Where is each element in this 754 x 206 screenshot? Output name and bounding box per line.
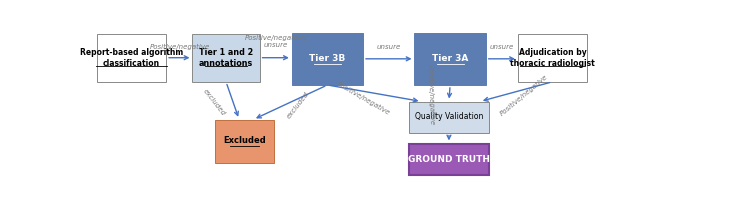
Text: Positive/negative: Positive/negative — [149, 43, 210, 50]
Text: Positive/negative/
unsure: Positive/negative/ unsure — [244, 35, 308, 48]
FancyBboxPatch shape — [292, 33, 363, 85]
Text: excluded: excluded — [286, 90, 310, 119]
Text: Positive/negative: Positive/negative — [336, 81, 391, 116]
Text: Quality Validation: Quality Validation — [415, 112, 483, 121]
FancyBboxPatch shape — [192, 34, 259, 82]
Text: Positive/negative: Positive/negative — [499, 74, 550, 117]
FancyBboxPatch shape — [409, 102, 489, 133]
Text: Positive/negative: Positive/negative — [427, 65, 435, 125]
Text: Tier 3B: Tier 3B — [309, 54, 345, 63]
FancyBboxPatch shape — [409, 144, 489, 176]
Text: Tier 3A: Tier 3A — [432, 54, 468, 63]
Text: Excluded: Excluded — [223, 136, 266, 145]
Text: unsure: unsure — [489, 44, 513, 50]
Text: excluded: excluded — [202, 88, 226, 117]
Text: Tier 1 and 2
annotations: Tier 1 and 2 annotations — [199, 48, 253, 68]
Text: unsure: unsure — [377, 44, 401, 50]
Text: Adjudication by
thoracic radiologist: Adjudication by thoracic radiologist — [510, 48, 595, 68]
FancyBboxPatch shape — [415, 33, 486, 85]
FancyBboxPatch shape — [97, 34, 166, 82]
FancyBboxPatch shape — [518, 34, 587, 82]
FancyBboxPatch shape — [215, 120, 274, 163]
Text: Report-based algorithm
classification: Report-based algorithm classification — [80, 48, 183, 68]
Text: GROUND TRUTH: GROUND TRUTH — [408, 155, 490, 164]
